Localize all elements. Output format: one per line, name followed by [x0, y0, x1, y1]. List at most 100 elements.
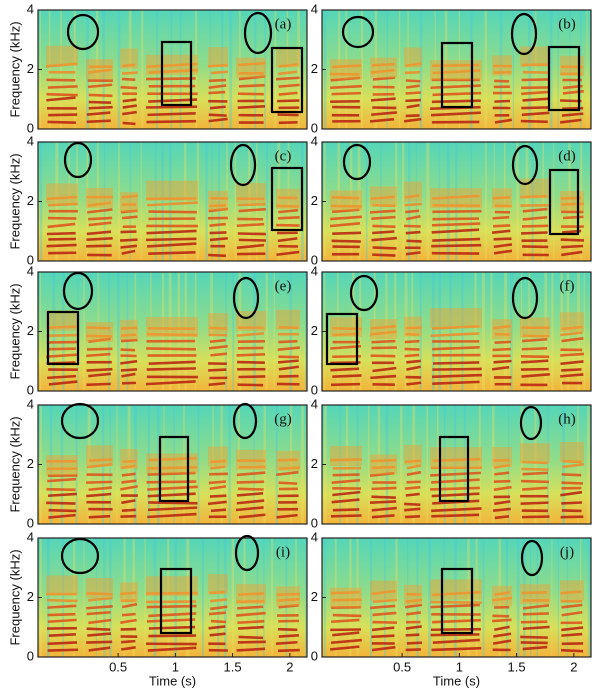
harmonic: [331, 196, 360, 200]
harmonic: [88, 93, 113, 98]
formant: [46, 183, 78, 204]
harmonic: [47, 641, 78, 646]
noise-stripe: [255, 142, 258, 261]
noise-stripe: [153, 538, 157, 657]
harmonic: [404, 459, 422, 464]
harmonic: [430, 471, 481, 477]
noise-stripe: [416, 538, 419, 657]
harmonic: [432, 203, 480, 208]
y-tick-label: 4: [311, 133, 318, 148]
y-axis-label: Frequency (kHz): [7, 283, 22, 379]
spectrogram-texture: [322, 405, 591, 524]
noise-stripe: [174, 538, 177, 657]
harmonic: [146, 77, 196, 81]
harmonic: [522, 471, 548, 476]
harmonic: [276, 204, 299, 208]
harmonic: [277, 597, 300, 602]
x-tick-label: 0.5: [109, 659, 127, 674]
harmonic: [238, 238, 266, 242]
noise-stripe: [419, 10, 423, 129]
harmonic: [238, 61, 266, 67]
harmonic: [331, 239, 361, 243]
noise-stripe: [560, 272, 564, 391]
y-axis-label: Frequency (kHz): [7, 153, 22, 249]
harmonic: [47, 120, 76, 125]
noise-stripe: [221, 10, 224, 129]
noise-stripe: [117, 10, 121, 129]
harmonic: [210, 459, 227, 464]
harmonic: [209, 222, 226, 228]
harmonic: [522, 612, 549, 616]
harmonic: [331, 605, 361, 609]
formant: [276, 188, 300, 209]
noise-stripe: [394, 142, 398, 261]
harmonic: [371, 339, 396, 344]
harmonic: [404, 347, 420, 351]
harmonic: [148, 612, 197, 618]
harmonic: [46, 487, 76, 492]
noise-stripe: [349, 538, 352, 657]
harmonic: [492, 507, 511, 512]
harmonic: [208, 117, 228, 123]
harmonic: [521, 231, 548, 235]
formant: [330, 587, 362, 608]
harmonic: [238, 592, 264, 596]
harmonic: [87, 68, 112, 74]
noise-stripe: [528, 10, 532, 129]
formant: [370, 454, 397, 475]
harmonic: [88, 337, 111, 343]
harmonic: [237, 232, 266, 236]
noise-stripe: [238, 272, 242, 391]
harmonic: [332, 231, 362, 235]
harmonic: [148, 250, 196, 255]
formant: [430, 188, 482, 209]
harmonic: [432, 217, 480, 221]
harmonic: [235, 506, 264, 512]
harmonic: [237, 605, 264, 610]
harmonic: [430, 332, 480, 338]
harmonic: [493, 463, 511, 470]
harmonic: [432, 380, 480, 386]
harmonic: [120, 85, 138, 90]
noise-stripe: [407, 538, 409, 657]
y-tick-label: 0: [311, 252, 318, 267]
harmonic: [275, 640, 298, 645]
harmonic: [522, 604, 550, 610]
harmonic: [236, 222, 265, 228]
noise-stripe: [404, 272, 408, 391]
y-tick-label: 4: [311, 1, 318, 16]
harmonic: [560, 648, 584, 653]
highlight-ellipse: [520, 539, 544, 577]
harmonic: [430, 600, 482, 605]
formant: [86, 578, 113, 599]
harmonic: [370, 458, 397, 463]
formant: [86, 187, 113, 208]
x-axis-label: Time (s): [149, 673, 196, 688]
spectrogram-texture: [322, 142, 591, 261]
noise-stripe: [150, 272, 152, 391]
harmonic: [559, 118, 582, 124]
harmonic: [88, 105, 113, 110]
noise-stripe: [168, 142, 172, 261]
panel: (b) 0 2 4: [311, 1, 592, 135]
harmonic: [406, 359, 421, 364]
formant: [330, 190, 362, 211]
noise-stripe: [211, 142, 213, 261]
harmonic: [208, 625, 226, 630]
harmonic: [372, 76, 396, 81]
harmonic: [48, 347, 76, 351]
noise-stripe: [83, 538, 85, 657]
harmonic: [238, 635, 264, 640]
harmonic: [406, 381, 422, 386]
harmonic: [431, 222, 481, 227]
formant: [560, 190, 584, 211]
harmonic: [88, 221, 112, 227]
panel-label: (a): [275, 16, 292, 32]
harmonic: [48, 202, 78, 207]
harmonic: [278, 339, 298, 344]
formant: [370, 319, 397, 340]
harmonic: [121, 472, 136, 477]
harmonic: [331, 618, 360, 624]
harmonic: [209, 204, 227, 208]
noise-stripe: [380, 142, 382, 261]
